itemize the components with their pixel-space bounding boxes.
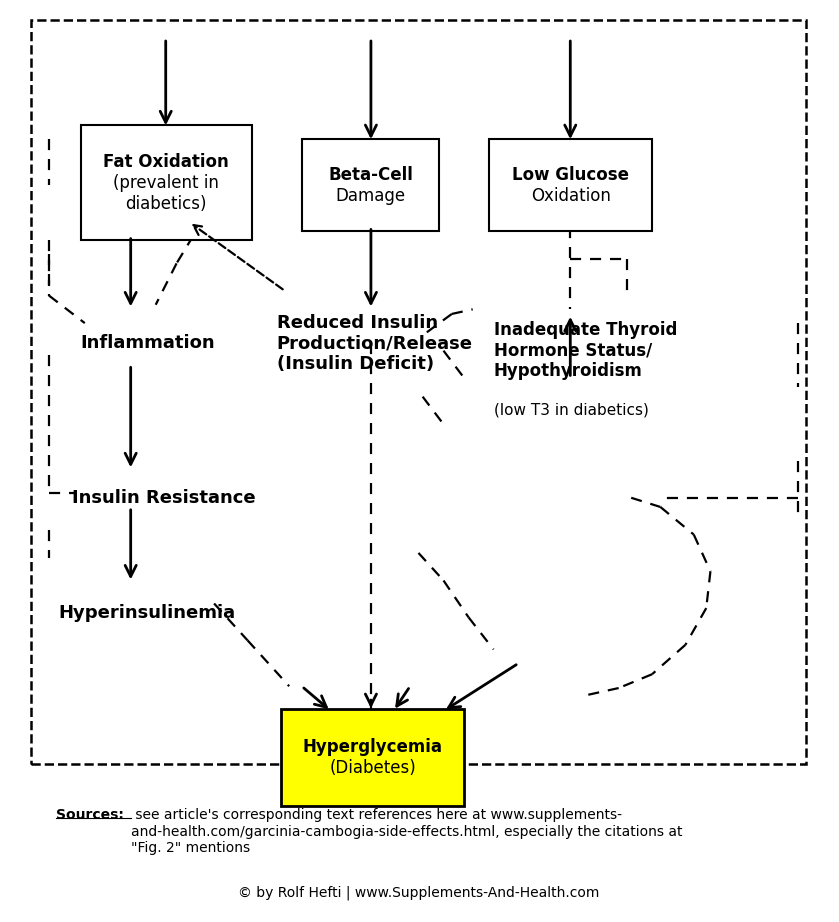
Text: Fat Oxidation: Fat Oxidation	[103, 153, 229, 171]
Text: Inadequate Thyroid
Hormone Status/
Hypothyroidism: Inadequate Thyroid Hormone Status/ Hypot…	[493, 321, 677, 381]
Text: (low T3 in diabetics): (low T3 in diabetics)	[493, 403, 649, 418]
Text: © by Rolf Hefti | www.Supplements-And-Health.com: © by Rolf Hefti | www.Supplements-And-He…	[237, 886, 599, 900]
FancyBboxPatch shape	[281, 709, 464, 806]
Text: (Diabetes): (Diabetes)	[329, 759, 416, 777]
Text: Reduced Insulin
Production/Release
(Insulin Deficit): Reduced Insulin Production/Release (Insu…	[277, 313, 472, 373]
FancyBboxPatch shape	[81, 125, 252, 241]
Text: see article's corresponding text references here at www.supplements-
and-health.: see article's corresponding text referen…	[131, 809, 682, 855]
FancyBboxPatch shape	[302, 139, 440, 231]
Text: Hyperglycemia: Hyperglycemia	[303, 738, 443, 756]
Text: Low Glucose: Low Glucose	[512, 166, 629, 183]
Text: diabetics): diabetics)	[125, 195, 207, 213]
Text: Hyperinsulinemia: Hyperinsulinemia	[58, 604, 235, 621]
Text: Sources:: Sources:	[55, 809, 123, 822]
Text: Beta-Cell: Beta-Cell	[328, 166, 413, 183]
Text: Insulin Resistance: Insulin Resistance	[72, 489, 256, 507]
Text: Oxidation: Oxidation	[531, 187, 611, 205]
FancyBboxPatch shape	[489, 139, 652, 231]
Text: (prevalent in: (prevalent in	[113, 174, 219, 192]
Text: Inflammation: Inflammation	[81, 335, 216, 352]
Text: Damage: Damage	[336, 187, 405, 205]
